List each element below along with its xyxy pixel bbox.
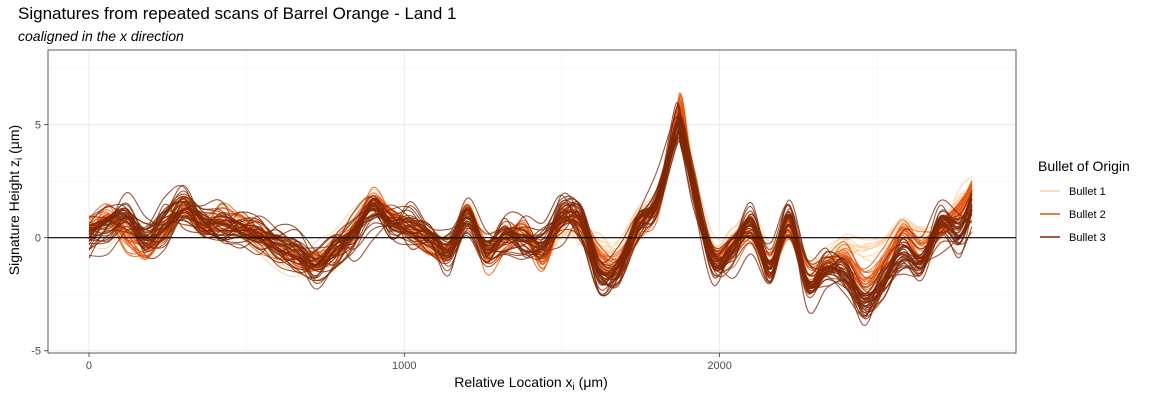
y-tick-label: 5 — [35, 120, 41, 132]
x-tick-label: 2000 — [707, 360, 731, 372]
chart-title: Signatures from repeated scans of Barrel… — [18, 4, 457, 23]
legend-label-bullet-2: Bullet 2 — [1069, 209, 1106, 221]
signature-scan-line — [88, 101, 973, 314]
panel-border — [47, 49, 1017, 354]
legend-item-bullet-1: Bullet 1 — [1040, 186, 1106, 198]
legend-label-bullet-3: Bullet 3 — [1069, 232, 1106, 244]
y-tick-label: 0 — [35, 233, 41, 245]
signature-scan-line — [88, 114, 973, 304]
signature-scan-line — [88, 136, 973, 300]
y-axis: -5 0 5 — [31, 120, 48, 358]
x-axis: 0 1000 2000 — [86, 353, 732, 372]
series-lines — [88, 92, 973, 326]
signature-scan-line — [88, 122, 973, 295]
chart-subtitle: coaligned in the x direction — [18, 28, 184, 44]
legend-title: Bullet of Origin — [1038, 158, 1130, 174]
y-axis-label: Signature Height zi (μm) — [6, 125, 25, 275]
signature-scan-line — [88, 128, 973, 305]
legend-item-bullet-2: Bullet 2 — [1040, 209, 1106, 221]
legend-item-bullet-3: Bullet 3 — [1040, 232, 1106, 244]
legend-label-bullet-1: Bullet 1 — [1069, 186, 1106, 198]
x-axis-label: Relative Location xi (μm) — [454, 374, 607, 393]
x-tick-label: 1000 — [392, 360, 416, 372]
series-bullet-3 — [88, 101, 973, 326]
signature-scan-line — [88, 130, 973, 314]
legend: Bullet of Origin Bullet 1 Bullet 2 Bulle… — [1038, 158, 1130, 244]
y-tick-label: -5 — [31, 346, 41, 358]
x-tick-label: 0 — [86, 360, 92, 372]
